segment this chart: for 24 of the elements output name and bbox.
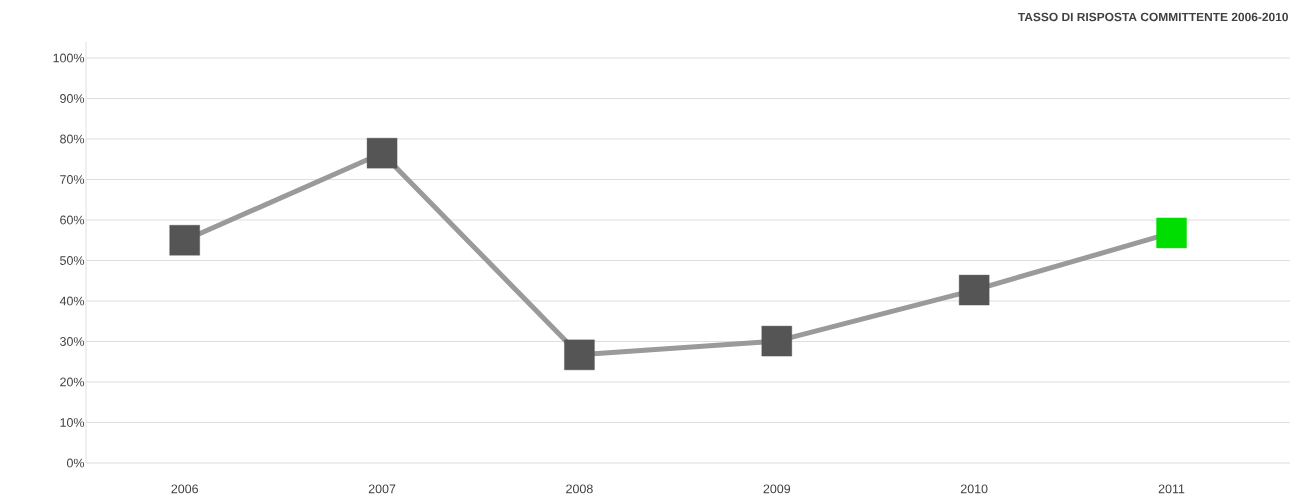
point (761, 325, 792, 357)
y-tick-label: 60% (60, 215, 85, 225)
x-tick-label: 2007 (368, 484, 396, 494)
y-tick-label: 50% (60, 256, 85, 265)
point (366, 137, 398, 169)
x-tick-label: 2010 (960, 484, 988, 494)
x-tick-label: 2008 (566, 484, 593, 494)
chart-title: TASSO DI RISPOSTA COMMITTENTE 2006-2010 (1018, 12, 1288, 22)
y-tick-label: 90% (60, 94, 85, 103)
y-tick-label: 70% (60, 175, 85, 184)
y-tick-label: 80% (60, 134, 85, 144)
point (958, 274, 990, 306)
point (1156, 217, 1187, 249)
y-tick-label: 40% (59, 296, 85, 306)
y-tick-label: 100% (53, 53, 85, 63)
point (169, 225, 200, 256)
x-tick-label: 2009 (763, 484, 791, 494)
y-tick-label: 20% (60, 377, 85, 387)
y-tick-label: 10% (60, 418, 85, 427)
y-tick-label: 0% (66, 458, 85, 468)
x-tick-label: 2011 (1158, 484, 1185, 494)
y-tick-label: 30% (60, 337, 85, 346)
x-tick-label: 2006 (171, 484, 198, 494)
point (564, 339, 595, 371)
